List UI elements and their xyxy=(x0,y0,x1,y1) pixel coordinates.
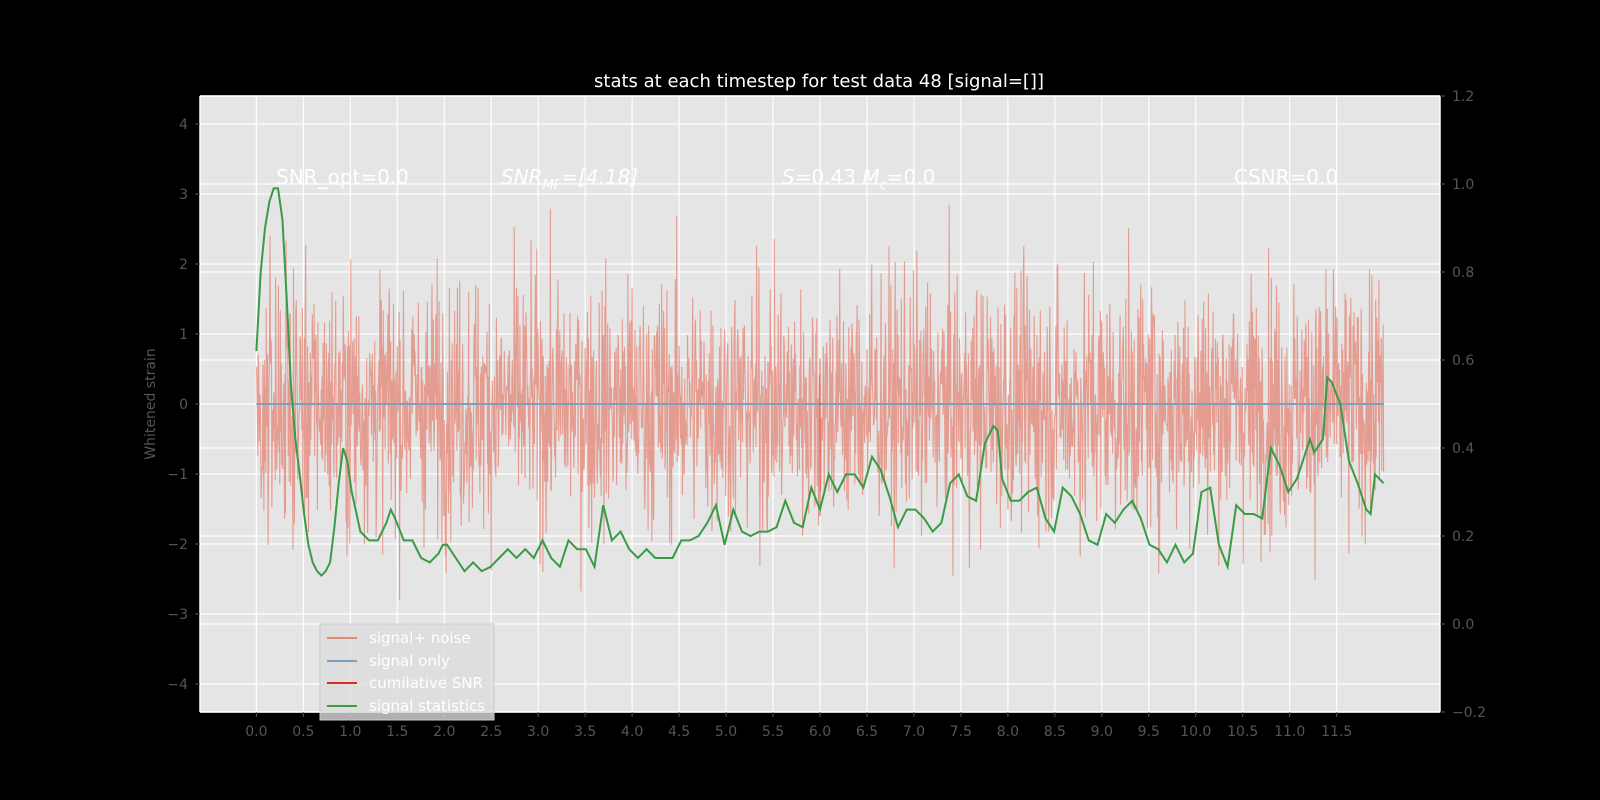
annotation-snr-mf: SNRMF=[4.18] xyxy=(501,165,638,193)
x-tick-label: 6.0 xyxy=(809,724,831,740)
x-tick-label: 1.0 xyxy=(339,724,361,740)
y-tick-label: −4 xyxy=(167,677,188,693)
x-tick-label: 8.5 xyxy=(1044,724,1066,740)
x-tick-label: 8.0 xyxy=(997,724,1019,740)
y-axis-label: Whitened strain xyxy=(143,348,159,459)
y-ticks: 4 3 2 1 0 −1 −2 −3 −4 xyxy=(167,117,200,693)
annotation-csnr: CSNR=0.0 xyxy=(1234,165,1338,189)
legend: signal+ noise signal only cumilative SNR… xyxy=(319,623,495,721)
y-tick-label: 1 xyxy=(179,327,188,343)
legend-label-noise: signal+ noise xyxy=(369,629,471,647)
legend-label-cumsnr: cumilative SNR xyxy=(369,674,483,692)
x-tick-label: 4.0 xyxy=(621,724,643,740)
y2-tick-label: 1.0 xyxy=(1452,177,1474,193)
legend-label-stats: signal statistics xyxy=(369,697,485,715)
x-tick-label: 9.5 xyxy=(1138,724,1160,740)
y-tick-label: −1 xyxy=(167,467,188,483)
y-tick-label: 4 xyxy=(179,117,188,133)
x-tick-label: 9.0 xyxy=(1091,724,1113,740)
y2-tick-label: −0.2 xyxy=(1452,705,1486,721)
annotation-snr-opt: SNR_opt=0.0 xyxy=(276,165,409,189)
y-tick-label: 2 xyxy=(179,257,188,273)
legend-label-signal: signal only xyxy=(369,652,450,670)
x-tick-label: 4.5 xyxy=(668,724,690,740)
x-tick-label: 6.5 xyxy=(856,724,878,740)
y2-tick-label: 0.4 xyxy=(1452,441,1474,457)
y-tick-label: −3 xyxy=(167,607,188,623)
x-tick-label: 11.5 xyxy=(1321,724,1352,740)
y2-tick-label: 0.2 xyxy=(1452,529,1474,545)
y2-tick-label: 1.2 xyxy=(1452,89,1474,105)
y2-tick-label: 0.8 xyxy=(1452,265,1474,281)
x-tick-label: 2.0 xyxy=(433,724,455,740)
x-tick-label: 5.5 xyxy=(762,724,784,740)
y-tick-label: 3 xyxy=(179,187,188,203)
x-tick-label: 7.0 xyxy=(903,724,925,740)
y2-tick-label: 0.6 xyxy=(1452,353,1474,369)
x-tick-label: 3.5 xyxy=(574,724,596,740)
annotation-s-mc: S=0.43 Mc=0.0 xyxy=(782,165,935,193)
x-tick-label: 2.5 xyxy=(480,724,502,740)
x-tick-label: 3.0 xyxy=(527,724,549,740)
x-tick-label: 11.0 xyxy=(1274,724,1305,740)
statistics-line xyxy=(255,187,1385,578)
x-ticks: 0.0 0.5 1.0 1.5 2.0 2.5 3.0 3.5 4.0 4.5 5.0 5.5 6.0 6… xyxy=(245,712,1352,740)
y-tick-label: −2 xyxy=(167,537,188,553)
x-tick-label: 0.0 xyxy=(245,724,267,740)
x-tick-label: 1.5 xyxy=(386,724,408,740)
legend-box xyxy=(319,623,495,721)
x-tick-label: 5.0 xyxy=(715,724,737,740)
y-tick-label: 0 xyxy=(179,397,188,413)
x-tick-label: 10.0 xyxy=(1180,724,1211,740)
x-tick-label: 10.5 xyxy=(1227,724,1258,740)
x-tick-label: 0.5 xyxy=(292,724,314,740)
statistics-series xyxy=(255,187,1385,578)
chart-title: stats at each timestep for test data 48 … xyxy=(594,71,1044,92)
x-tick-label: 7.5 xyxy=(950,724,972,740)
y2-tick-label: 0.0 xyxy=(1452,617,1474,633)
y2-ticks: 1.2 1.0 0.8 0.6 0.4 0.2 0.0 −0.2 xyxy=(1440,89,1486,721)
